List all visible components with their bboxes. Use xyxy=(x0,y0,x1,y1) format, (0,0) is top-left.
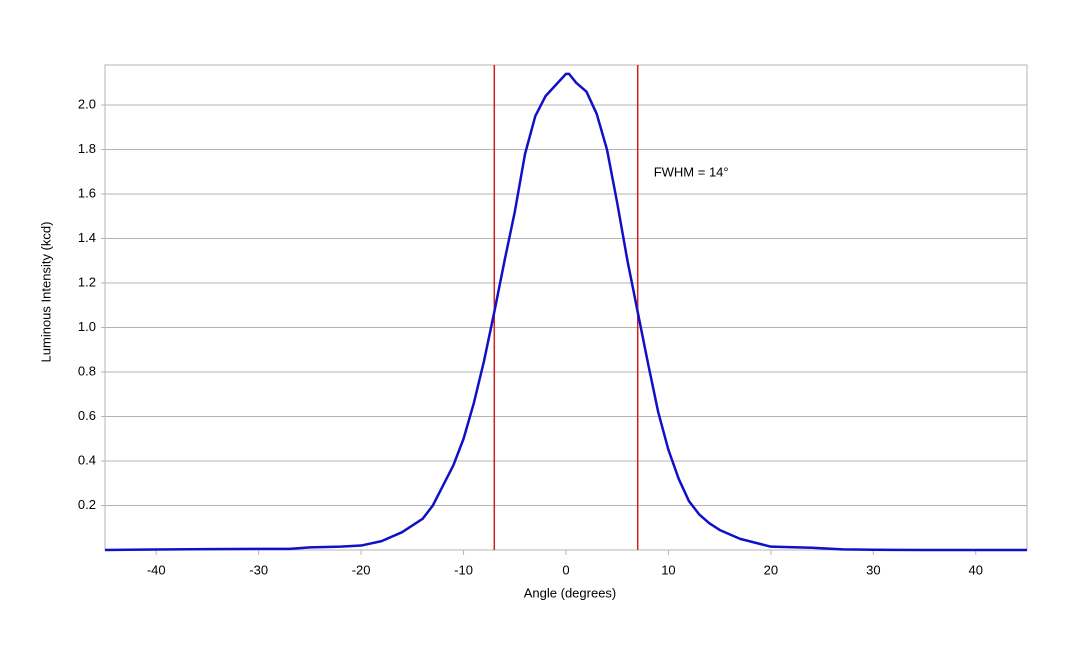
x-tick-label: -10 xyxy=(454,562,473,577)
y-tick-label: 1.0 xyxy=(78,319,96,334)
y-tick-label: 0.2 xyxy=(78,497,96,512)
x-tick-label: 20 xyxy=(764,562,778,577)
y-tick-label: 1.4 xyxy=(78,230,96,245)
annotation: FWHM = 14° xyxy=(654,164,729,179)
x-tick-label: 10 xyxy=(661,562,675,577)
plot-border xyxy=(104,64,1028,551)
y-tick-label: 0.4 xyxy=(78,452,96,467)
y-axis-label: Luminous Intensity (kcd) xyxy=(38,222,53,363)
x-tick-label: 0 xyxy=(562,562,569,577)
y-tick-label: 0.6 xyxy=(78,408,96,423)
y-tick-label: 1.6 xyxy=(78,185,96,200)
x-tick-label: -20 xyxy=(352,562,371,577)
y-tick-label: 1.2 xyxy=(78,274,96,289)
x-tick-label: -30 xyxy=(249,562,268,577)
x-tick-label: 40 xyxy=(969,562,983,577)
x-tick-label: 30 xyxy=(866,562,880,577)
y-tick-label: 2.0 xyxy=(78,96,96,111)
x-tick-label: -40 xyxy=(147,562,166,577)
x-axis-label: Angle (degrees) xyxy=(524,585,617,600)
y-tick-label: 1.8 xyxy=(78,141,96,156)
data-line xyxy=(104,72,1027,552)
y-tick-label: 0.8 xyxy=(78,363,96,378)
